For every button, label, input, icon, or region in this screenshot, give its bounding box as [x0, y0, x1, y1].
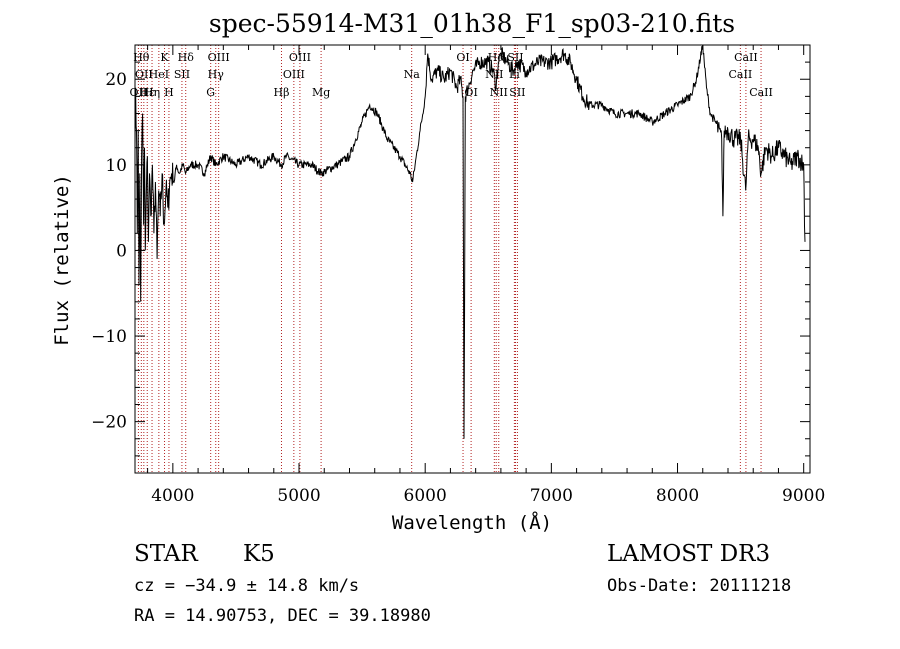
observation-date: Obs-Date: 20111218	[607, 576, 791, 596]
line-label: OII	[135, 68, 153, 81]
object-subclass: K5	[243, 541, 275, 567]
line-label: Hε	[140, 86, 156, 99]
line-label: NII	[490, 86, 508, 99]
survey-name: LAMOST DR3	[607, 541, 770, 567]
x-tick-label: 5000	[277, 486, 320, 506]
line-label: OII	[130, 86, 148, 99]
chart-title: spec-55914-M31_01h38_F1_sp03-210.fits	[209, 9, 735, 38]
redshift-velocity: cz = −34.9 ± 14.8 km/s	[134, 576, 359, 596]
x-axis-label: Wavelength (Å)	[392, 511, 552, 534]
object-class: STAR	[134, 541, 198, 567]
sky-coordinates: RA = 14.90753, DEC = 39.18980	[134, 606, 431, 626]
x-tick-label: 4000	[151, 486, 194, 506]
spectrum-series	[134, 44, 806, 439]
line-label: Hη	[144, 86, 160, 99]
line-label: Mg	[312, 86, 330, 99]
y-tick-label: 0	[116, 241, 127, 261]
line-label: Na	[404, 68, 421, 81]
x-axis: 4000 5000 6000 7000 8000 9000	[147, 45, 825, 506]
x-tick-label: 9000	[782, 486, 825, 506]
line-label: CaII	[734, 51, 758, 64]
y-tick-label: −10	[91, 327, 127, 347]
spectral-line-markers	[137, 45, 762, 473]
y-axis: −20 −10 0 10 20	[91, 44, 810, 474]
y-tick-label: 10	[105, 156, 127, 176]
y-tick-label: −20	[91, 413, 127, 433]
line-label: OIII	[283, 68, 305, 81]
line-label: H	[164, 86, 174, 99]
line-label: SII	[174, 68, 190, 81]
x-tick-label: 6000	[404, 486, 447, 506]
y-tick-label: 20	[105, 70, 127, 90]
line-label: Hγ	[208, 68, 225, 81]
line-label: CaII	[729, 68, 753, 81]
line-label: CaII	[749, 86, 773, 99]
line-label: OIII	[289, 51, 311, 64]
line-label: G	[206, 86, 215, 99]
line-label: OIII	[208, 51, 230, 64]
plot-frame	[134, 44, 811, 474]
line-label: Hδ	[178, 51, 195, 64]
line-label: Hθ	[133, 51, 150, 64]
spectrum-line	[134, 44, 806, 439]
line-label: SII	[509, 86, 525, 99]
line-label: K	[160, 51, 169, 64]
x-tick-label: 8000	[656, 486, 699, 506]
line-label: HeI	[149, 68, 169, 81]
spectral-line-labels: OIIHθOIIHεHηHeIKHSIIHδGHγOIIIHβOIIIOIIIM…	[130, 51, 773, 99]
y-axis-label: Flux (relative)	[51, 174, 73, 346]
line-label: Hβ	[274, 86, 290, 99]
line-label: OI	[456, 51, 469, 64]
x-tick-label: 7000	[530, 486, 573, 506]
